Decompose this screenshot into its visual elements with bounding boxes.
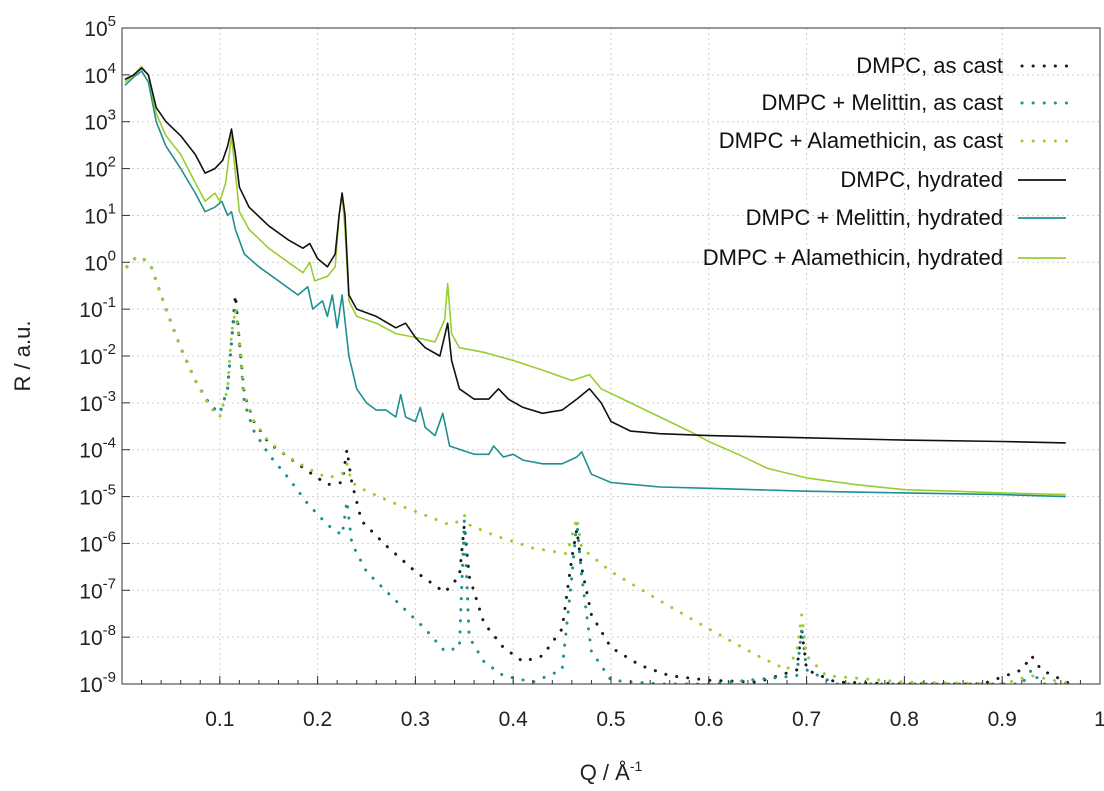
x-tick-label-8: 0.9 <box>988 708 1017 731</box>
legend-label-2: DMPC + Alamethicin, as cast <box>719 128 1003 153</box>
x-tick-label-7: 0.8 <box>890 708 919 731</box>
x-tick-label-5: 0.6 <box>694 708 723 731</box>
plot-series <box>124 65 1073 684</box>
x-tick-label-2: 0.3 <box>401 708 430 731</box>
x-axis-label: Q / Å-1 <box>580 758 643 785</box>
legend-label-0: DMPC, as cast <box>856 53 1003 78</box>
legend-label-3: DMPC, hydrated <box>840 167 1003 192</box>
y-tick-label-0: 105 <box>84 13 116 41</box>
series-line-3 <box>124 67 1066 444</box>
y-tick-label-10: 10-5 <box>79 482 116 510</box>
series-line-2 <box>125 255 1073 684</box>
legend-label-5: DMPC + Alamethicin, hydrated <box>703 245 1003 270</box>
y-tick-label-11: 10-6 <box>79 528 116 556</box>
y-tick-label-12: 10-7 <box>79 575 116 603</box>
axis-ticks: 0.1 0.2 0.3 0.4 0.5 0.6 0.7 0.8 0.9 1 105 104 103 102… <box>79 13 1104 731</box>
y-tick-label-8: 10-3 <box>79 388 116 416</box>
series-line-5 <box>124 65 1066 496</box>
x-tick-label-0: 0.1 <box>205 708 234 731</box>
y-tick-label-13: 10-8 <box>79 622 116 650</box>
x-tick-label-1: 0.2 <box>303 708 332 731</box>
y-tick-label-4: 101 <box>84 200 116 228</box>
y-tick-label-5: 100 <box>84 247 116 275</box>
x-tick-label-3: 0.4 <box>499 708 529 731</box>
y-tick-label-9: 10-4 <box>79 435 116 463</box>
y-tick-label-2: 103 <box>84 107 116 135</box>
x-tick-label-9: 1 <box>1094 708 1104 731</box>
legend-label-1: DMPC + Melittin, as cast <box>762 90 1003 115</box>
legend: DMPC, as cast DMPC + Melittin, as cast DMP… <box>703 53 1070 270</box>
x-tick-label-4: 0.5 <box>596 708 625 731</box>
grid-lines <box>122 28 1100 684</box>
y-tick-label-14: 10-9 <box>79 669 116 697</box>
y-tick-label-7: 10-2 <box>79 341 116 369</box>
y-tick-label-3: 102 <box>84 154 116 182</box>
y-tick-label-6: 10-1 <box>79 294 116 322</box>
x-tick-label-6: 0.7 <box>792 708 821 731</box>
legend-label-4: DMPC + Melittin, hydrated <box>746 205 1003 230</box>
series-line-4 <box>124 70 1066 498</box>
y-tick-label-1: 104 <box>84 60 116 88</box>
y-axis-label: R / a.u. <box>10 321 35 392</box>
